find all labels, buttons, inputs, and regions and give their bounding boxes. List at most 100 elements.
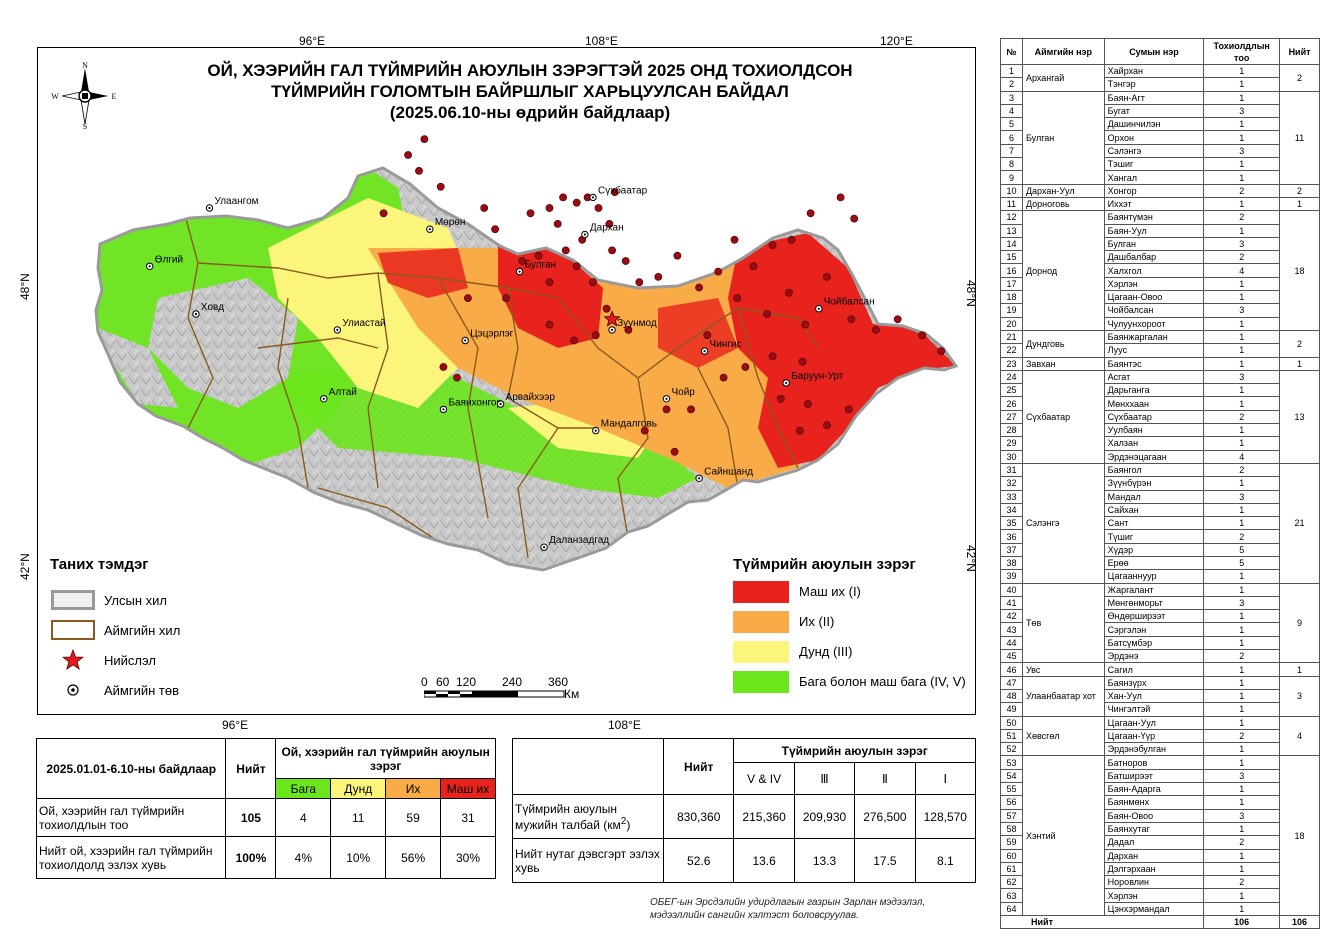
incident-count: 1 bbox=[1203, 130, 1281, 145]
row-number: 55 bbox=[1000, 782, 1023, 797]
stats-right-total-header: Нийт bbox=[662, 738, 735, 795]
fire-stats-table: 2025.01.01-6.10-ны байдлаар Нийт Ой, хээ… bbox=[35, 738, 496, 879]
stats-right-row2-v-iv: 13.6 bbox=[733, 838, 795, 883]
sum-name: Баянзүрх bbox=[1103, 675, 1205, 690]
row-number: 19 bbox=[1000, 303, 1023, 318]
fire-point bbox=[670, 447, 679, 456]
fire-point bbox=[534, 251, 543, 260]
legend-left: Таних тэмдэг Улсын хил Аймгийн хил Нийсл… bbox=[50, 556, 300, 698]
aimag-total: 21 bbox=[1279, 462, 1320, 584]
stats-right-row1-i: 128,570 bbox=[914, 794, 977, 839]
row-number: 14 bbox=[1000, 236, 1023, 252]
level-header: Дунд bbox=[330, 778, 387, 799]
incident-count: 1 bbox=[1203, 316, 1281, 331]
city-label: Сүхбаатар bbox=[598, 184, 648, 196]
col-header-aimag: Аймгийн нэр bbox=[1021, 38, 1105, 65]
compass-west: W bbox=[51, 92, 59, 101]
fire-point bbox=[621, 257, 630, 265]
col-header-count: Тохиолдлын тоо bbox=[1203, 38, 1281, 65]
fire-point bbox=[741, 363, 750, 371]
row-number: 39 bbox=[1000, 569, 1023, 584]
row-number: 59 bbox=[1000, 835, 1023, 850]
map-title-line-1: ОЙ, ХЭЭРИЙН ГАЛ ТҮЙМРИЙН АЮУЛЫН ЗЭРЭГТЭЙ… bbox=[207, 61, 853, 80]
fire-point bbox=[463, 294, 472, 302]
sum-name: Бугат bbox=[1103, 103, 1205, 119]
footer-label: Нийт bbox=[999, 914, 1205, 930]
sum-name: Эрдэнэцагаан bbox=[1103, 449, 1205, 464]
incident-count: 2 bbox=[1203, 835, 1281, 850]
aimag-center-dot bbox=[583, 233, 586, 236]
incident-count: 1 bbox=[1203, 795, 1281, 810]
row-number: 17 bbox=[1000, 276, 1023, 292]
incident-count: 3 bbox=[1203, 595, 1281, 611]
stats-right-group-header: Түймрийн аюулын зэрэг bbox=[733, 738, 976, 763]
fire-point bbox=[695, 283, 703, 292]
city-label: Чойбалсан bbox=[824, 296, 875, 308]
row-number: 28 bbox=[1000, 423, 1023, 438]
row-number: 24 bbox=[1000, 369, 1023, 385]
table-row: 29 Халзан 1 bbox=[1000, 436, 1320, 451]
row-number: 36 bbox=[1000, 529, 1023, 544]
stats-right-row1-ii: 276,500 bbox=[854, 794, 916, 839]
row-number: 34 bbox=[1000, 502, 1023, 518]
fire-point bbox=[589, 278, 597, 287]
incident-table-footer: Нийт 106 106 bbox=[999, 914, 1320, 930]
row-number: 38 bbox=[1000, 555, 1023, 571]
compass-south: S bbox=[83, 122, 87, 130]
row-number: 42 bbox=[1000, 609, 1023, 624]
incident-count: 2 bbox=[1203, 875, 1281, 890]
scale-label-60: 60 bbox=[436, 675, 450, 689]
mongolia-map: Сүхбаатар Дархан Мөрөн Улаангом Өлгий Ховд Бул… bbox=[94, 135, 959, 572]
incident-count: 4 bbox=[1203, 263, 1281, 278]
sum-name: Сүхбаатар bbox=[1103, 409, 1205, 425]
incident-count: 1 bbox=[1203, 396, 1281, 411]
fire-point bbox=[785, 288, 793, 297]
row-number: 18 bbox=[1000, 290, 1023, 305]
fire-point bbox=[836, 193, 845, 202]
aimag-total: 13 bbox=[1279, 369, 1320, 464]
level-header: V & IV bbox=[733, 762, 795, 795]
sum-name: Хүдэр bbox=[1103, 542, 1205, 557]
scale-unit: Км bbox=[564, 687, 580, 701]
bottom-tick-108: 108°E bbox=[608, 718, 641, 732]
city-label: Чойр bbox=[671, 387, 695, 398]
fire-point bbox=[602, 304, 611, 313]
incident-count: 2 bbox=[1203, 649, 1281, 664]
sum-name: Эрдэнэ bbox=[1103, 649, 1205, 664]
fire-point bbox=[768, 241, 777, 249]
row-number: 27 bbox=[1000, 409, 1023, 425]
aimag-center-dot bbox=[428, 228, 431, 231]
aimag-center-dot bbox=[442, 408, 445, 411]
incident-count: 1 bbox=[1203, 117, 1281, 132]
sum-name: Сагил bbox=[1103, 662, 1205, 677]
row-number: 15 bbox=[1000, 250, 1023, 265]
fire-point bbox=[610, 188, 619, 196]
table-row: 16 Халхгол 4 bbox=[1000, 263, 1320, 278]
incident-count: 3 bbox=[1203, 489, 1281, 504]
fire-point bbox=[439, 363, 448, 371]
incident-count: 1 bbox=[1203, 622, 1281, 637]
row-number: 44 bbox=[1000, 635, 1023, 651]
row-number: 35 bbox=[1000, 516, 1023, 531]
table-row: 24 Сүхбаатар Асгат 3 13 bbox=[1000, 369, 1320, 464]
city-layer: Сүхбаатар Дархан Мөрөн Улаангом Өлгий Ховд Бул… bbox=[145, 184, 875, 551]
fire-point bbox=[662, 405, 671, 414]
stats-right-levels: V & IV Ⅲ Ⅱ Ⅰ bbox=[513, 762, 977, 795]
incident-count: 1 bbox=[1203, 157, 1281, 172]
incident-table: № Аймгийн нэр Сумын нэр Тохиолдлын тоо Н… bbox=[999, 38, 1320, 930]
incident-count: 1 bbox=[1203, 755, 1281, 770]
table-row: 6 Орхон 1 bbox=[1000, 130, 1320, 145]
stats-left-row1-label: Ой, хээрийн гал түймрийн тохиолдлын тоо bbox=[35, 798, 227, 837]
row-number: 22 bbox=[1000, 343, 1023, 358]
row-number: 7 bbox=[1000, 143, 1023, 159]
legend-capital-label: Нийслэл bbox=[104, 652, 156, 668]
aimag-center-dot bbox=[194, 312, 198, 316]
fire-point bbox=[749, 262, 758, 271]
city-label: Улаангом bbox=[215, 196, 259, 207]
fire-point bbox=[420, 135, 429, 143]
row-number: 30 bbox=[1000, 449, 1023, 464]
fire-point bbox=[768, 352, 777, 361]
row-number: 37 bbox=[1000, 542, 1023, 557]
sum-name: Цэнхэрмандал bbox=[1103, 901, 1205, 917]
map-title-line-3: (2025.06.10-ны өдрийн байдлаар) bbox=[389, 103, 671, 122]
